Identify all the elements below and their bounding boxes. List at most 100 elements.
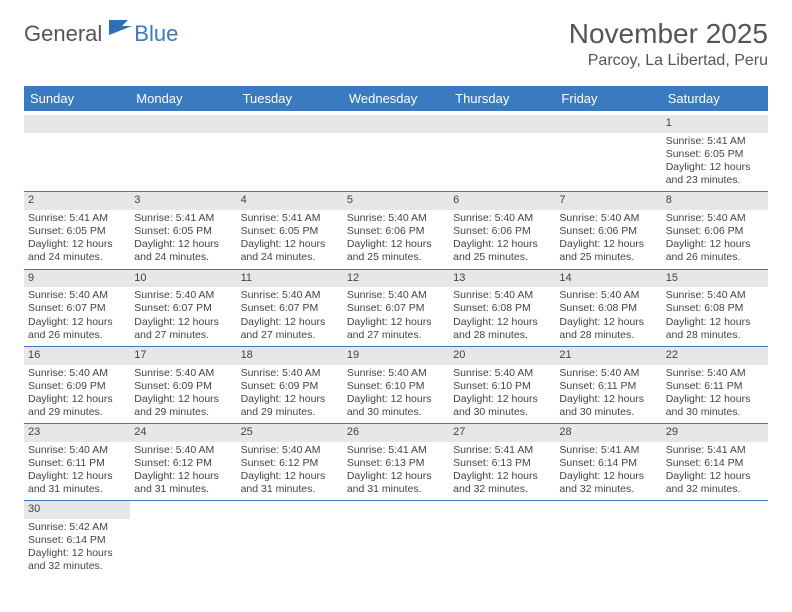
daylight-text: and 31 minutes. — [28, 483, 126, 496]
sunrise-text: Sunrise: 5:40 AM — [28, 289, 126, 302]
day-number: 11 — [237, 270, 343, 288]
header: General Blue November 2025 Parcoy, La Li… — [0, 0, 792, 78]
daylight-text: and 26 minutes. — [28, 329, 126, 342]
sunrise-text: Sunrise: 5:40 AM — [559, 289, 657, 302]
day-cell: 29Sunrise: 5:41 AMSunset: 6:14 PMDayligh… — [662, 424, 768, 500]
daylight-text: and 29 minutes. — [28, 406, 126, 419]
daylight-text: and 27 minutes. — [241, 329, 339, 342]
daylight-text: Daylight: 12 hours — [453, 316, 551, 329]
day-cell: 27Sunrise: 5:41 AMSunset: 6:13 PMDayligh… — [449, 424, 555, 500]
sunrise-text: Sunrise: 5:41 AM — [666, 444, 764, 457]
day-number: 25 — [237, 424, 343, 442]
daylight-text: Daylight: 12 hours — [347, 238, 445, 251]
day-number: 3 — [130, 192, 236, 210]
location-text: Parcoy, La Libertad, Peru — [569, 52, 768, 70]
sunrise-text: Sunrise: 5:40 AM — [666, 367, 764, 380]
daylight-text: and 30 minutes. — [666, 406, 764, 419]
daylight-text: and 24 minutes. — [134, 251, 232, 264]
day-cell: 12Sunrise: 5:40 AMSunset: 6:07 PMDayligh… — [343, 270, 449, 346]
sunrise-text: Sunrise: 5:40 AM — [559, 367, 657, 380]
sunset-text: Sunset: 6:07 PM — [347, 302, 445, 315]
daylight-text: Daylight: 12 hours — [134, 238, 232, 251]
daylight-text: and 27 minutes. — [347, 329, 445, 342]
sunrise-text: Sunrise: 5:40 AM — [28, 444, 126, 457]
sunrise-text: Sunrise: 5:40 AM — [241, 444, 339, 457]
day-number: 28 — [555, 424, 661, 442]
daylight-text: and 28 minutes. — [559, 329, 657, 342]
day-number: 14 — [555, 270, 661, 288]
daylight-text: and 30 minutes. — [347, 406, 445, 419]
sunset-text: Sunset: 6:12 PM — [241, 457, 339, 470]
daylight-text: and 25 minutes. — [453, 251, 551, 264]
daylight-text: Daylight: 12 hours — [28, 470, 126, 483]
sunset-text: Sunset: 6:07 PM — [134, 302, 232, 315]
sunset-text: Sunset: 6:13 PM — [453, 457, 551, 470]
day-number: 24 — [130, 424, 236, 442]
day-cell-empty — [662, 501, 768, 577]
day-cell: 15Sunrise: 5:40 AMSunset: 6:08 PMDayligh… — [662, 270, 768, 346]
daylight-text: and 28 minutes. — [666, 329, 764, 342]
daylight-text: and 32 minutes. — [453, 483, 551, 496]
daylight-text: Daylight: 12 hours — [666, 316, 764, 329]
sunset-text: Sunset: 6:05 PM — [666, 148, 764, 161]
daylight-text: Daylight: 12 hours — [453, 238, 551, 251]
month-title: November 2025 — [569, 18, 768, 50]
day-cell-empty — [237, 501, 343, 577]
daylight-text: Daylight: 12 hours — [666, 393, 764, 406]
day-cell: 11Sunrise: 5:40 AMSunset: 6:07 PMDayligh… — [237, 270, 343, 346]
day-number: 23 — [24, 424, 130, 442]
day-number: 6 — [449, 192, 555, 210]
sunrise-text: Sunrise: 5:41 AM — [347, 444, 445, 457]
day-cell: 4Sunrise: 5:41 AMSunset: 6:05 PMDaylight… — [237, 192, 343, 268]
calendar: Sunday Monday Tuesday Wednesday Thursday… — [24, 86, 768, 578]
daylight-text: and 27 minutes. — [134, 329, 232, 342]
day-number: 22 — [662, 347, 768, 365]
daylight-text: Daylight: 12 hours — [559, 393, 657, 406]
sunrise-text: Sunrise: 5:40 AM — [453, 367, 551, 380]
day-number: 30 — [24, 501, 130, 519]
day-number: 17 — [130, 347, 236, 365]
day-number: 15 — [662, 270, 768, 288]
daylight-text: Daylight: 12 hours — [559, 470, 657, 483]
daylight-text: and 30 minutes. — [453, 406, 551, 419]
day-cell: 22Sunrise: 5:40 AMSunset: 6:11 PMDayligh… — [662, 347, 768, 423]
weekday-monday: Monday — [130, 86, 236, 111]
logo: General Blue — [24, 18, 178, 49]
daylight-text: and 26 minutes. — [666, 251, 764, 264]
sunrise-text: Sunrise: 5:40 AM — [453, 289, 551, 302]
day-cell-empty — [343, 501, 449, 577]
daylight-text: and 23 minutes. — [666, 174, 764, 187]
daylight-text: Daylight: 12 hours — [559, 238, 657, 251]
logo-text-blue: Blue — [134, 21, 178, 47]
day-cell: 1 Sunrise: 5:41 AM Sunset: 6:05 PM Dayli… — [662, 115, 768, 191]
daylight-text: and 31 minutes. — [134, 483, 232, 496]
daylight-text: Daylight: 12 hours — [28, 547, 126, 560]
day-number: 7 — [555, 192, 661, 210]
sunset-text: Sunset: 6:05 PM — [134, 225, 232, 238]
sunrise-text: Sunrise: 5:40 AM — [347, 367, 445, 380]
day-cell: 2Sunrise: 5:41 AMSunset: 6:05 PMDaylight… — [24, 192, 130, 268]
daylight-text: Daylight: 12 hours — [134, 393, 232, 406]
weekday-thursday: Thursday — [449, 86, 555, 111]
daylight-text: and 25 minutes. — [559, 251, 657, 264]
day-cell: 21Sunrise: 5:40 AMSunset: 6:11 PMDayligh… — [555, 347, 661, 423]
sunrise-text: Sunrise: 5:40 AM — [347, 289, 445, 302]
day-number: 18 — [237, 347, 343, 365]
daylight-text: Daylight: 12 hours — [241, 470, 339, 483]
week-row: 9Sunrise: 5:40 AMSunset: 6:07 PMDaylight… — [24, 270, 768, 347]
day-cell: 26Sunrise: 5:41 AMSunset: 6:13 PMDayligh… — [343, 424, 449, 500]
weekday-header-row: Sunday Monday Tuesday Wednesday Thursday… — [24, 86, 768, 111]
daylight-text: Daylight: 12 hours — [453, 393, 551, 406]
day-cell: 20Sunrise: 5:40 AMSunset: 6:10 PMDayligh… — [449, 347, 555, 423]
sunrise-text: Sunrise: 5:41 AM — [28, 212, 126, 225]
daylight-text: Daylight: 12 hours — [28, 393, 126, 406]
sunset-text: Sunset: 6:13 PM — [347, 457, 445, 470]
sunset-text: Sunset: 6:08 PM — [666, 302, 764, 315]
day-cell: 7Sunrise: 5:40 AMSunset: 6:06 PMDaylight… — [555, 192, 661, 268]
sunrise-text: Sunrise: 5:40 AM — [453, 212, 551, 225]
daylight-text: and 29 minutes. — [241, 406, 339, 419]
daylight-text: and 30 minutes. — [559, 406, 657, 419]
day-cell-empty — [237, 115, 343, 191]
day-number: 9 — [24, 270, 130, 288]
sunset-text: Sunset: 6:05 PM — [241, 225, 339, 238]
